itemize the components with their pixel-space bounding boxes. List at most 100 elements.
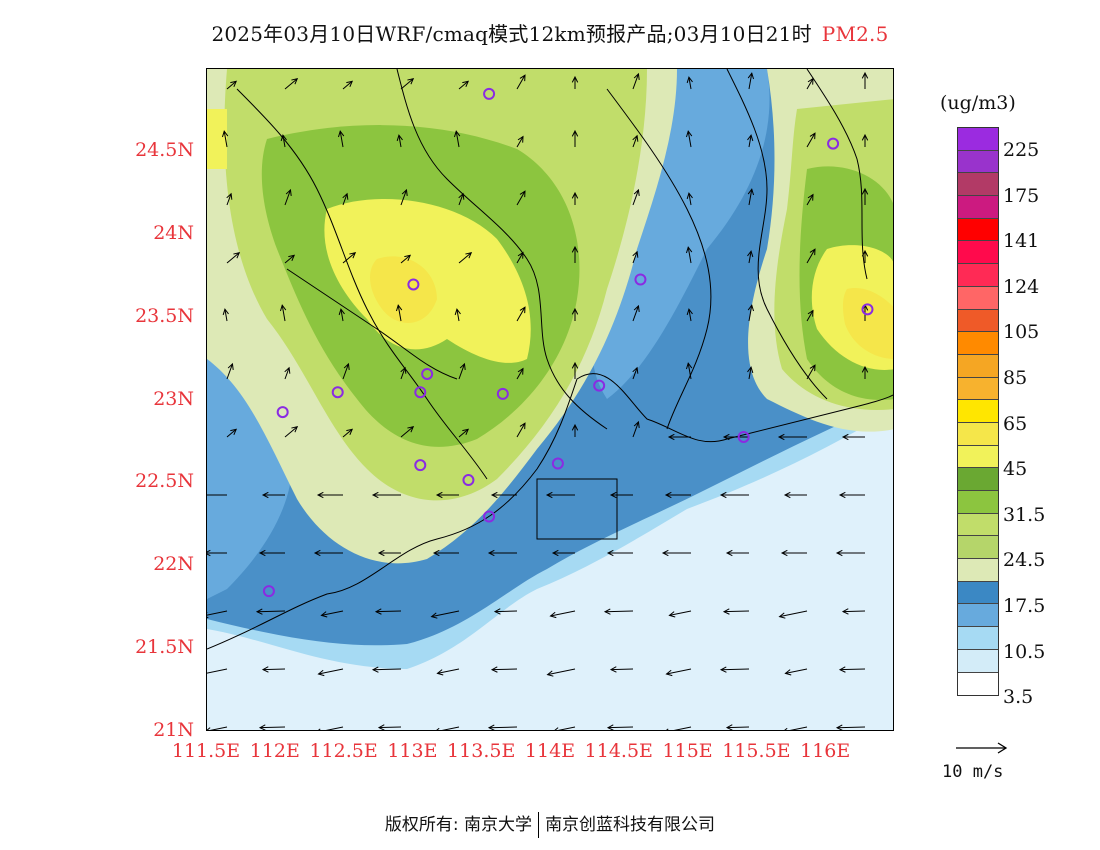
wind-arrow xyxy=(371,491,401,499)
wind-arrow xyxy=(685,246,693,264)
y-tick-label: 22N xyxy=(153,553,194,576)
wind-arrow xyxy=(747,250,754,264)
station-marker xyxy=(262,585,275,598)
station-marker xyxy=(414,459,427,472)
wind-arrow xyxy=(371,666,402,673)
station-marker xyxy=(483,87,496,100)
forecast-map xyxy=(206,68,894,731)
wind-arrow xyxy=(255,608,286,615)
wind-arrow xyxy=(458,80,470,90)
station-marker xyxy=(276,406,289,419)
wind-arrow xyxy=(632,304,640,322)
x-tick-label: 112E xyxy=(249,740,300,762)
station-marker xyxy=(827,137,840,150)
wind-arrow xyxy=(490,491,517,499)
wind-arrow xyxy=(686,308,693,322)
wind-arrow xyxy=(719,491,749,499)
wind-arrow xyxy=(747,134,754,148)
wind-arrow xyxy=(571,307,579,321)
wind-arrow xyxy=(207,668,228,674)
wind-arrow xyxy=(806,309,814,322)
legend-unit: (ug/m3) xyxy=(940,92,1016,114)
y-tick-label: 21.5N xyxy=(135,636,194,659)
wind-arrow xyxy=(454,308,461,322)
station-marker xyxy=(331,386,344,399)
wind-arrow xyxy=(516,306,526,322)
wind-arrow xyxy=(284,426,299,438)
wind-arrow xyxy=(835,724,866,730)
wind-arrow xyxy=(665,668,692,677)
land-yellow xyxy=(207,109,893,370)
station-marker xyxy=(421,367,434,380)
wind-arrow xyxy=(747,188,755,206)
y-tick-label: 23N xyxy=(153,387,194,410)
wind-arrow xyxy=(226,428,238,438)
colorbar-cell xyxy=(958,400,998,423)
wind-arrow xyxy=(666,726,692,730)
wind-arrow xyxy=(806,364,816,380)
wind-arrow xyxy=(784,726,808,730)
wind-arrow xyxy=(685,130,693,148)
colorbar-cell xyxy=(958,536,998,560)
wind-arrow xyxy=(436,668,460,676)
colorbar-label: 105 xyxy=(1003,321,1040,344)
wind-arrow xyxy=(783,491,807,499)
wind-arrow xyxy=(258,549,285,557)
wind-arrow xyxy=(458,362,466,380)
wind-arrow xyxy=(226,80,238,90)
wind-arrow xyxy=(493,608,518,615)
wind-arrow xyxy=(490,666,518,673)
wind-arrow xyxy=(313,549,343,557)
wind-arrow xyxy=(838,491,865,499)
wind-arrow xyxy=(226,252,241,264)
wind-arrow xyxy=(284,188,292,206)
wind-vectors xyxy=(207,71,869,730)
wind-arrow xyxy=(806,193,814,206)
station-markers xyxy=(262,87,874,598)
wind-arrow xyxy=(279,304,287,322)
chart-title: 2025年03月10日WRF/cmaq模式12km预报产品;03月10日21时 P… xyxy=(0,18,1100,47)
wind-arrow xyxy=(430,610,460,619)
wind-arrow xyxy=(377,549,401,557)
colorbar-cell xyxy=(958,581,998,605)
colorbar-label: 10.5 xyxy=(1003,640,1046,663)
wind-arrow xyxy=(778,610,808,619)
wind-arrow xyxy=(661,549,691,557)
wind-arrow xyxy=(551,549,575,557)
x-tick-label: 113E xyxy=(387,740,438,762)
wind-arrow xyxy=(571,75,579,89)
wind-arrow xyxy=(747,72,755,90)
colorbar-label: 225 xyxy=(1003,139,1040,161)
wind-arrow xyxy=(458,252,473,264)
colorbar-cell xyxy=(958,649,998,673)
wind-arrow xyxy=(435,491,459,499)
colorbar-label: 141 xyxy=(1003,230,1040,253)
wind-arrow xyxy=(686,192,693,206)
wind-arrow xyxy=(806,77,814,90)
colorbar-cell xyxy=(958,513,998,537)
wind-arrow xyxy=(861,71,869,89)
colorbar-cell xyxy=(958,264,998,287)
wind-arrow xyxy=(632,188,640,206)
station-marker xyxy=(634,273,647,286)
title-pollutant: PM2.5 xyxy=(821,22,889,46)
wind-arrow xyxy=(747,304,755,322)
station-marker xyxy=(414,386,427,399)
wind-arrow xyxy=(632,420,640,438)
y-tick-label: 24.5N xyxy=(135,138,194,161)
x-tick-label: 116E xyxy=(800,740,851,762)
wind-arrow xyxy=(545,491,575,499)
colorbar-cell xyxy=(958,150,998,174)
wind-arrow xyxy=(317,668,344,677)
wind-arrow xyxy=(261,666,286,673)
wind-arrow xyxy=(571,423,579,437)
wind-arrow xyxy=(632,250,639,264)
wind-arrow xyxy=(284,366,291,380)
wind-arrow xyxy=(571,361,579,379)
wind-arrow xyxy=(207,549,227,557)
wind-arrow xyxy=(841,608,866,615)
wind-arrow xyxy=(400,426,415,438)
wind-arrow xyxy=(722,608,750,615)
wind-arrow xyxy=(780,549,807,557)
wind-arrow xyxy=(806,248,816,264)
